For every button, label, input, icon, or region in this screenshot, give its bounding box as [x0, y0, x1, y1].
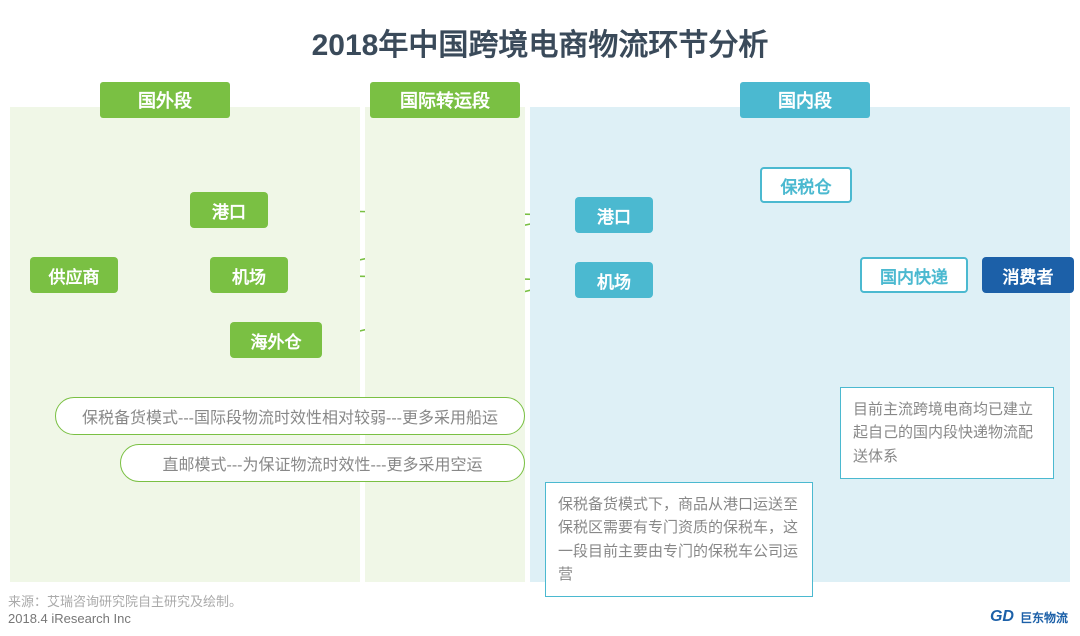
box-0: 目前主流跨境电商均已建立起自己的国内段快递物流配送体系	[840, 387, 1054, 479]
tab-domestic: 国内段	[740, 82, 870, 118]
tab-intl: 国际转运段	[370, 82, 520, 118]
pill-1: 直邮模式---为保证物流时效性---更多采用空运	[120, 444, 525, 482]
node-express: 国内快递	[860, 257, 968, 293]
page-title: 2018年中国跨境电商物流环节分析	[0, 0, 1080, 82]
node-airport2: 机场	[575, 262, 653, 298]
node-supplier: 供应商	[30, 257, 118, 293]
box-1: 保税备货模式下，商品从港口运送至保税区需要有专门资质的保税车，这一段目前主要由专…	[545, 482, 813, 597]
node-airport1: 机场	[210, 257, 288, 293]
node-port2: 港口	[575, 197, 653, 233]
pill-0: 保税备货模式---国际段物流时效性相对较弱---更多采用船运	[55, 397, 525, 435]
node-bonded: 保税仓	[760, 167, 852, 203]
node-consumer: 消费者	[982, 257, 1074, 293]
source-line1: 来源：艾瑞咨询研究院自主研究及绘制。	[8, 591, 242, 610]
tab-overseas: 国外段	[100, 82, 230, 118]
watermark: GD巨东物流	[990, 608, 1068, 626]
node-oversea_wh: 海外仓	[230, 322, 322, 358]
source-line2: 2018.4 iResearch Inc	[8, 611, 131, 626]
bg-intl	[365, 107, 525, 582]
diagram-canvas: 国外段 国际转运段 国内段供应商 港口机场海外仓 港口机场 保税仓国内快递消费者保税备货模…	[0, 82, 1080, 612]
node-port1: 港口	[190, 192, 268, 228]
